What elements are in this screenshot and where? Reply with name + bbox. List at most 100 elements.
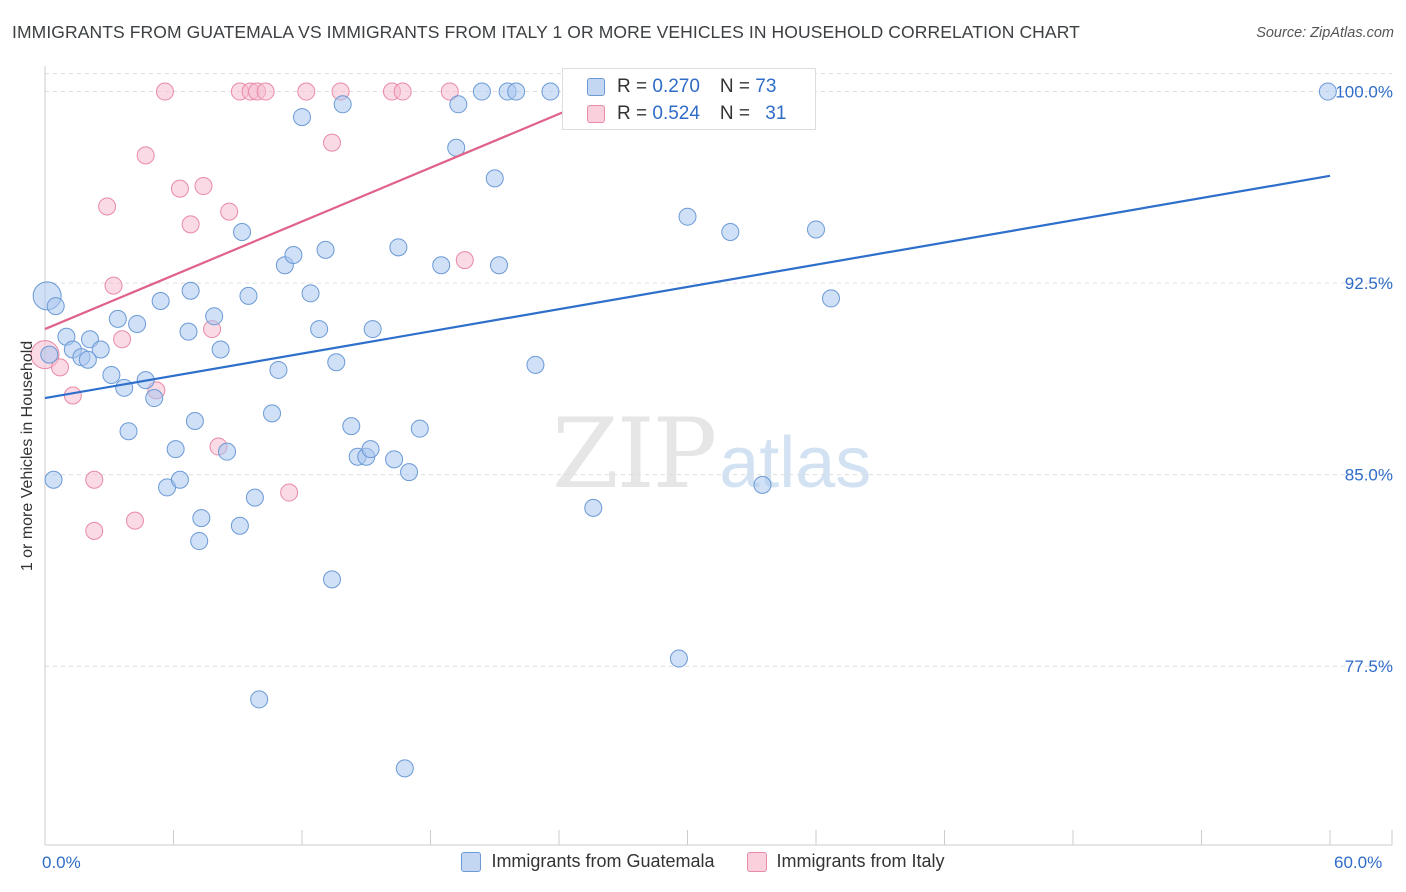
chart-source: Source: ZipAtlas.com bbox=[1256, 25, 1394, 41]
guatemala-point bbox=[490, 256, 509, 275]
guatemala-point bbox=[333, 95, 352, 114]
guatemala-point bbox=[284, 246, 303, 265]
guatemala-point bbox=[263, 404, 282, 423]
legend-item-italy: Immigrants from Italy bbox=[746, 851, 945, 872]
guatemala-point bbox=[821, 289, 840, 308]
guatemala-point bbox=[185, 412, 204, 431]
guatemala-point bbox=[721, 223, 740, 242]
italy-point bbox=[170, 179, 189, 198]
guatemala-point bbox=[807, 220, 825, 239]
x-tick-label-min: 0.0% bbox=[42, 853, 81, 872]
guatemala-point bbox=[1318, 82, 1337, 101]
legend-label-italy: Immigrants from Italy bbox=[776, 851, 945, 871]
italy-trend-line bbox=[44, 90, 613, 331]
italy-point bbox=[136, 146, 155, 165]
guatemala-point bbox=[179, 322, 198, 341]
guatemala-point bbox=[205, 307, 224, 326]
guatemala-point bbox=[400, 463, 419, 482]
correlation-legend: R = 0.270 N = 73 R = 0.524 N = 31 bbox=[562, 68, 816, 130]
guatemala-point bbox=[181, 281, 200, 300]
guatemala-point bbox=[145, 389, 164, 408]
italy-point bbox=[297, 82, 316, 101]
guatemala-point bbox=[472, 82, 491, 101]
guatemala-point bbox=[385, 450, 404, 469]
legend-n-value: 73 bbox=[755, 76, 777, 97]
legend-row-guatemala: R = 0.270 N = 73 bbox=[587, 74, 776, 100]
series-legend: Immigrants from Guatemala Immigrants fro… bbox=[0, 851, 1406, 872]
italy-point bbox=[85, 470, 104, 489]
italy-point bbox=[104, 276, 123, 295]
y-axis-label: 1 or more Vehicles in Household bbox=[19, 340, 36, 572]
guatemala-point bbox=[678, 207, 697, 226]
guatemala-point bbox=[115, 378, 134, 397]
guatemala-point bbox=[211, 340, 230, 359]
guatemala-point bbox=[395, 759, 414, 778]
italy-swatch bbox=[587, 105, 605, 123]
italy-point bbox=[322, 133, 341, 152]
guatemala-point bbox=[218, 442, 237, 461]
italy-points bbox=[30, 82, 716, 540]
gridlines bbox=[45, 73, 1392, 667]
italy-point bbox=[393, 82, 412, 101]
legend-r-value: 0.270 bbox=[652, 76, 700, 97]
guatemala-point bbox=[526, 355, 545, 374]
guatemala-point bbox=[301, 284, 320, 303]
italy-point bbox=[181, 215, 200, 234]
x-tick-label-max: 60.0% bbox=[1334, 853, 1383, 872]
legend-row-italy: R = 0.524 N = 31 bbox=[587, 101, 786, 127]
guatemala-point bbox=[361, 440, 380, 459]
legend-item-guatemala: Immigrants from Guatemala bbox=[461, 851, 715, 872]
guatemala-point bbox=[192, 509, 211, 528]
guatemala-point bbox=[40, 345, 59, 364]
watermark-zip: ZIP bbox=[552, 398, 717, 510]
chart-title: IMMIGRANTS FROM GUATEMALA VS IMMIGRANTS … bbox=[12, 22, 1080, 42]
guatemala-point bbox=[190, 532, 209, 551]
guatemala-swatch bbox=[461, 851, 482, 872]
guatemala-point bbox=[316, 240, 335, 259]
italy-point bbox=[455, 251, 474, 270]
italy-point bbox=[280, 483, 299, 502]
italy-point bbox=[98, 197, 117, 216]
italy-point bbox=[440, 82, 459, 101]
guatemala-point bbox=[410, 419, 429, 438]
guatemala-point bbox=[250, 690, 269, 709]
guatemala-swatch bbox=[587, 78, 605, 96]
guatemala-point bbox=[389, 238, 408, 257]
guatemala-trend-line bbox=[44, 174, 1331, 400]
guatemala-point bbox=[753, 475, 772, 494]
guatemala-point bbox=[78, 350, 97, 369]
guatemala-point bbox=[102, 366, 121, 385]
guatemala-point bbox=[541, 82, 560, 101]
italy-point bbox=[113, 330, 132, 349]
guatemala-point bbox=[128, 314, 147, 333]
guatemala-point bbox=[269, 360, 288, 379]
guatemala-point bbox=[233, 223, 252, 242]
guatemala-point bbox=[584, 498, 603, 517]
italy-point bbox=[50, 358, 69, 377]
guatemala-point bbox=[327, 353, 346, 372]
guatemala-point bbox=[170, 470, 189, 489]
legend-n-label: N = bbox=[719, 76, 756, 97]
guatemala-point bbox=[108, 309, 127, 328]
trend-lines bbox=[44, 90, 1331, 400]
legend-r-label: R = bbox=[617, 76, 653, 97]
italy-point bbox=[125, 511, 144, 530]
guatemala-point bbox=[449, 95, 468, 114]
watermark-atlas: atlas bbox=[719, 423, 872, 503]
legend-n-value: 31 bbox=[765, 103, 787, 124]
italy-point bbox=[85, 521, 104, 540]
legend-r-label: R = bbox=[617, 103, 653, 124]
guatemala-point bbox=[151, 291, 170, 310]
italy-point bbox=[194, 177, 213, 196]
italy-point bbox=[155, 82, 174, 101]
italy-point bbox=[220, 202, 239, 221]
guatemala-point bbox=[166, 440, 185, 459]
guatemala-point bbox=[485, 169, 504, 188]
guatemala-point bbox=[230, 516, 249, 535]
guatemala-point bbox=[432, 256, 451, 275]
guatemala-point bbox=[44, 470, 63, 489]
guatemala-point bbox=[363, 320, 382, 339]
y-tick-labels: 100.0% 92.5% 85.0% 77.5% bbox=[1335, 83, 1393, 677]
guatemala-point bbox=[322, 570, 341, 589]
